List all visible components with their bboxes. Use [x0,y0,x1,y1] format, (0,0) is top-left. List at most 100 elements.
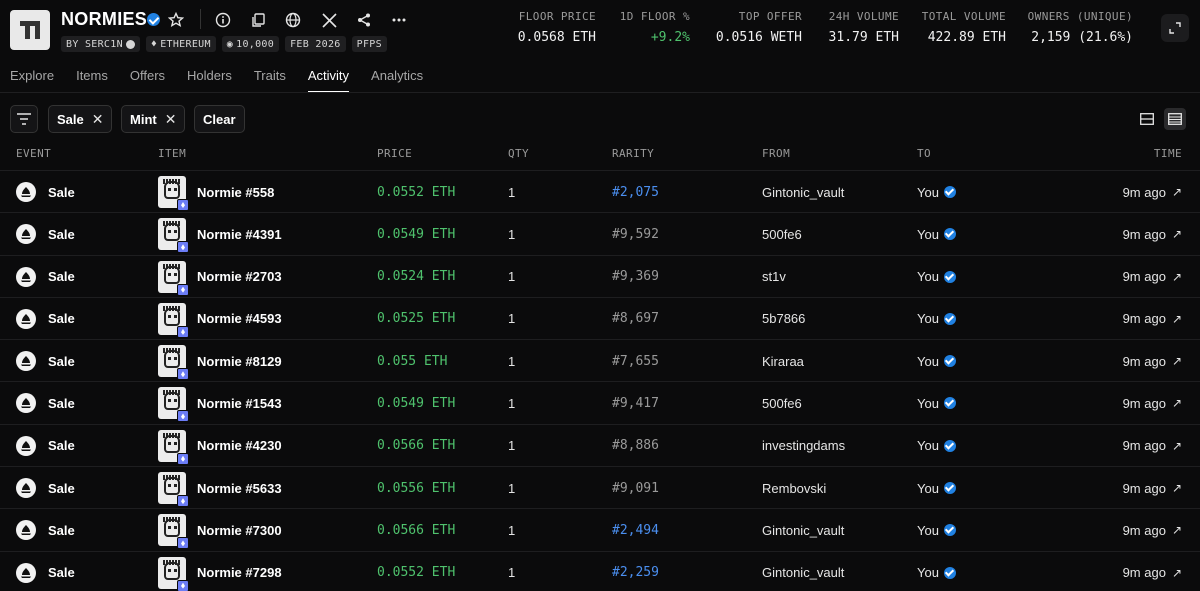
nft-thumbnail[interactable] [158,260,189,296]
time-cell[interactable]: 9m ago ↗ [1122,353,1182,369]
time-cell[interactable]: 9m ago ↗ [1122,311,1182,327]
table-row[interactable]: Sale Normie #1543 0.0549 ETH 1 #9,417 50… [0,381,1200,423]
nft-thumbnail[interactable] [158,514,189,550]
copy-icon[interactable] [247,9,269,31]
external-link-icon[interactable]: ↗ [1171,354,1182,369]
time-cell[interactable]: 9m ago ↗ [1122,565,1182,581]
table-row[interactable]: Sale Normie #7300 0.0566 ETH 1 #2,494 Gi… [0,508,1200,550]
item-cell[interactable]: Normie #4391 [158,213,282,255]
external-link-icon[interactable]: ↗ [1171,565,1182,580]
table-row[interactable]: Sale Normie #4593 0.0525 ETH 1 #8,697 5b… [0,296,1200,340]
col-price[interactable]: PRICE [377,147,413,160]
time-cell[interactable]: 9m ago ↗ [1122,184,1182,200]
table-row[interactable]: Sale Normie #7298 0.0552 ETH 1 #2,259 Gi… [0,550,1200,591]
nft-thumbnail[interactable] [158,176,189,211]
time-cell[interactable]: 9m ago ↗ [1122,395,1182,411]
table-row[interactable]: Sale Normie #2703 0.0524 ETH 1 #9,369 st… [0,254,1200,298]
to-cell[interactable]: You [917,298,956,340]
nft-thumbnail[interactable] [158,387,189,423]
clear-filters-button[interactable]: Clear [194,105,245,133]
creator-chip[interactable]: BY SERC1N [61,36,140,52]
from-cell[interactable]: 500fe6 [762,226,802,242]
table-row[interactable]: Sale Normie #5633 0.0556 ETH 1 #9,091 Re… [0,466,1200,508]
col-time[interactable]: TIME [1153,147,1182,160]
time-cell[interactable]: 9m ago ↗ [1122,522,1182,538]
list-view-button[interactable] [1136,108,1158,130]
to-cell[interactable]: You [917,552,956,591]
filter-toggle-button[interactable] [10,105,38,133]
item-cell[interactable]: Normie #7300 [158,509,282,551]
item-cell[interactable]: Normie #5633 [158,467,282,509]
time-cell[interactable]: 9m ago ↗ [1122,438,1182,454]
item-cell[interactable]: Normie #1543 [158,382,282,424]
item-cell[interactable]: Normie #558 [158,171,274,213]
from-cell[interactable]: 5b7866 [762,311,806,327]
external-link-icon[interactable]: ↗ [1171,311,1182,326]
to-cell[interactable]: You [917,340,956,382]
filter-chip-sale[interactable]: Sale ✕ [48,105,113,133]
tab-analytics[interactable]: Analytics [371,68,424,83]
time-cell[interactable]: 9m ago ↗ [1122,269,1182,285]
table-row[interactable]: Sale Normie #8129 0.055 ETH 1 #7,655 Kir… [0,339,1200,381]
expand-button[interactable] [1161,14,1189,42]
item-cell[interactable]: Normie #8129 [158,340,282,382]
table-row[interactable]: Sale Normie #4230 0.0566 ETH 1 #8,886 in… [0,423,1200,467]
nft-thumbnail[interactable] [158,472,189,508]
x-twitter-icon[interactable] [318,9,340,31]
close-icon[interactable]: ✕ [164,110,177,127]
to-cell[interactable]: You [917,467,956,509]
nft-thumbnail[interactable] [158,218,189,254]
to-cell[interactable]: You [917,213,956,255]
time-cell[interactable]: 9m ago ↗ [1122,480,1182,496]
col-rarity[interactable]: RARITY [612,147,655,160]
from-cell[interactable]: Gintonic_vault [762,565,845,581]
to-cell[interactable]: You [917,256,956,298]
tab-items[interactable]: Items [76,68,108,83]
item-cell[interactable]: Normie #4230 [158,425,282,467]
external-link-icon[interactable]: ↗ [1171,227,1182,242]
item-cell[interactable]: Normie #4593 [158,298,282,340]
more-icon[interactable] [388,9,410,31]
collection-name[interactable]: NORMIES [61,9,148,29]
filter-chip-mint[interactable]: Mint ✕ [121,105,186,133]
external-link-icon[interactable]: ↗ [1171,185,1182,199]
from-cell[interactable]: Kiraraa [762,353,804,369]
from-cell[interactable]: Gintonic_vault [762,522,845,538]
from-cell[interactable]: st1v [762,269,786,285]
to-cell[interactable]: You [917,425,956,467]
from-cell[interactable]: investingdams [762,438,846,454]
nft-thumbnail[interactable] [158,429,189,465]
to-cell[interactable]: You [917,171,956,213]
external-link-icon[interactable]: ↗ [1171,396,1182,411]
item-cell[interactable]: Normie #2703 [158,256,282,298]
globe-icon[interactable] [282,9,304,31]
table-view-button[interactable] [1164,108,1186,130]
close-icon[interactable]: ✕ [91,110,104,127]
table-row[interactable]: Sale Normie #4391 0.0549 ETH 1 #9,592 50… [0,212,1200,254]
from-cell[interactable]: 500fe6 [762,395,802,411]
to-cell[interactable]: You [917,509,956,551]
item-cell[interactable]: Normie #7298 [158,552,282,591]
external-link-icon[interactable]: ↗ [1171,523,1182,538]
share-icon[interactable] [353,9,375,31]
tab-explore[interactable]: Explore [10,68,55,83]
tab-offers[interactable]: Offers [129,68,166,83]
nft-thumbnail[interactable] [158,556,189,591]
chain-chip[interactable]: ♦ ETHEREUM [145,36,216,52]
external-link-icon[interactable]: ↗ [1171,438,1182,453]
from-cell[interactable]: Rembovski [762,480,827,496]
to-cell[interactable]: You [917,382,956,424]
star-icon[interactable] [165,9,187,31]
external-link-icon[interactable]: ↗ [1171,481,1182,496]
table-row[interactable]: Sale Normie #558 0.0552 ETH 1 #2,075 Gin… [0,170,1200,212]
collection-logo[interactable] [10,10,50,50]
tab-traits[interactable]: Traits [253,68,286,83]
tab-activity[interactable]: Activity [307,68,350,93]
nft-thumbnail[interactable] [158,302,189,338]
external-link-icon[interactable]: ↗ [1171,269,1182,284]
time-cell[interactable]: 9m ago ↗ [1122,226,1182,242]
info-icon[interactable] [212,9,234,31]
tab-holders[interactable]: Holders [187,68,232,83]
from-cell[interactable]: Gintonic_vault [762,184,845,200]
nft-thumbnail[interactable] [158,345,189,381]
